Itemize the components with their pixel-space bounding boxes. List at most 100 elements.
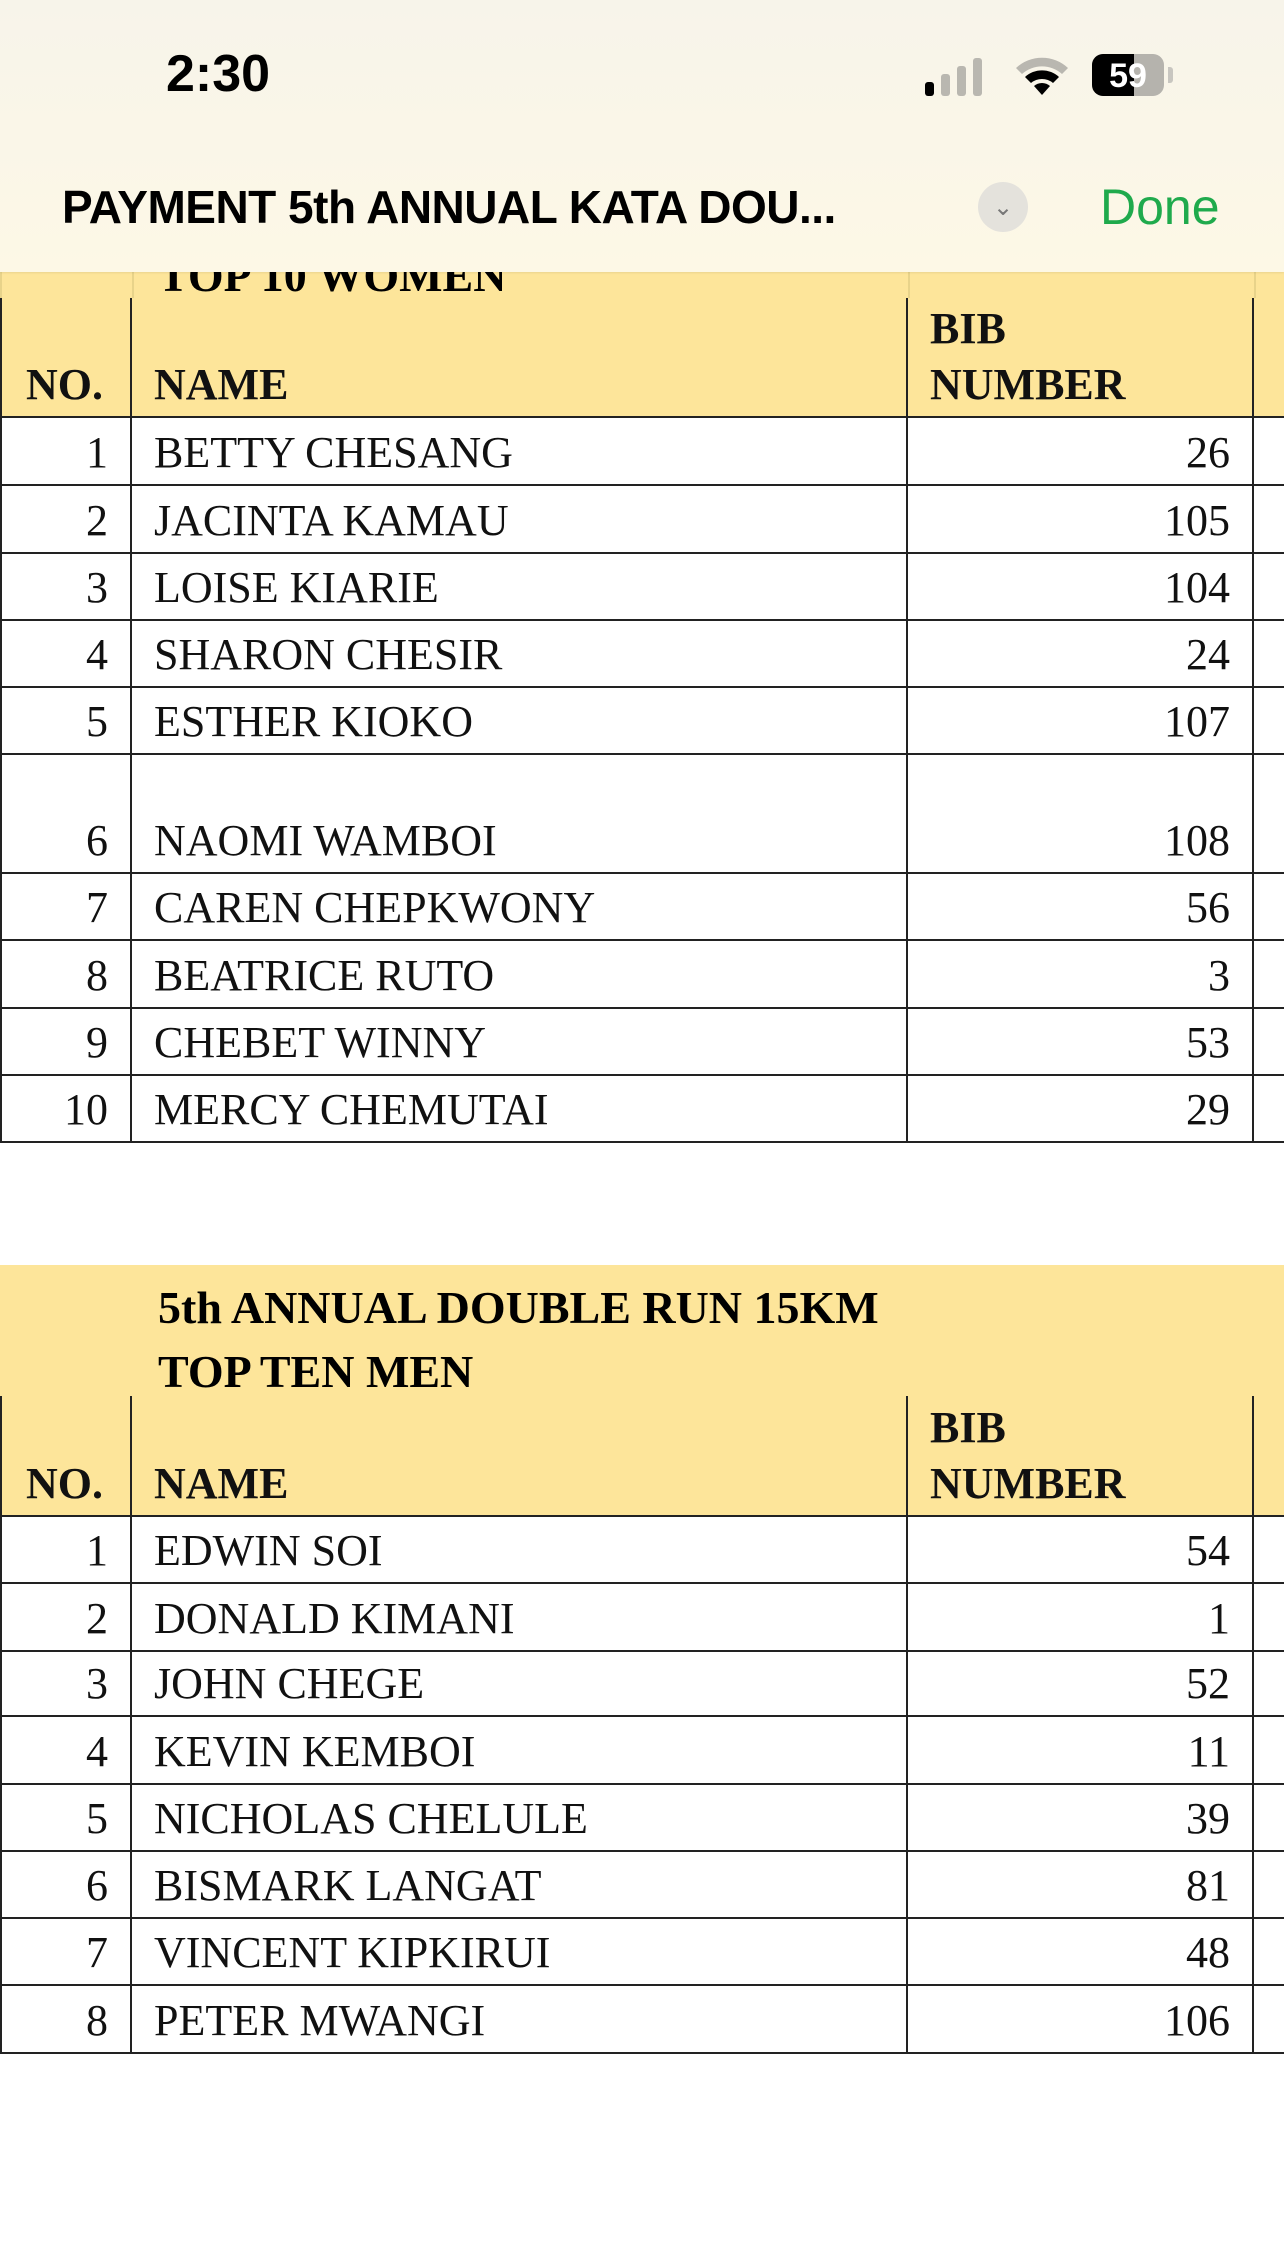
row-next-column[interactable]	[1254, 1517, 1284, 1584]
bib-number: 56	[1186, 883, 1230, 932]
row-name[interactable]: ESTHER KIOKO	[132, 688, 908, 755]
row-name[interactable]: LOISE KIARIE	[132, 554, 908, 621]
row-next-column[interactable]	[1254, 1852, 1284, 1919]
row-name[interactable]: KEVIN KEMBOI	[132, 1717, 908, 1785]
row-no[interactable]: 10	[0, 1076, 132, 1143]
row-bib[interactable]: 3	[908, 941, 1254, 1009]
row-next-column[interactable]	[1254, 621, 1284, 688]
row-no[interactable]: 5	[0, 1785, 132, 1852]
row-bib[interactable]: 107	[908, 688, 1254, 755]
row-no[interactable]: 1	[0, 418, 132, 486]
row-name[interactable]: JACINTA KAMAU	[132, 486, 908, 554]
row-name[interactable]: PETER MWANGI	[132, 1986, 908, 2054]
row-name[interactable]: NICHOLAS CHELULE	[132, 1785, 908, 1852]
header-no[interactable]: NO.	[0, 298, 132, 418]
row-no[interactable]: 2	[0, 486, 132, 554]
row-bib[interactable]: 48	[908, 1919, 1254, 1986]
row-next-column[interactable]	[1254, 1717, 1284, 1785]
row-number: 6	[86, 816, 108, 865]
row-no[interactable]: 3	[0, 1652, 132, 1717]
row-no[interactable]: 6	[0, 1852, 132, 1919]
runner-name: NICHOLAS CHELULE	[154, 1794, 588, 1843]
row-bib[interactable]: 52	[908, 1652, 1254, 1717]
row-next-column[interactable]	[1254, 1584, 1284, 1652]
row-next-column[interactable]	[1254, 1919, 1284, 1986]
header-name[interactable]: NAME	[132, 1396, 908, 1517]
status-time: 2:30	[166, 45, 271, 103]
row-no[interactable]: 8	[0, 1986, 132, 2054]
row-no[interactable]: 7	[0, 874, 132, 941]
header-bib[interactable]: BIB NUMBER	[908, 1396, 1254, 1517]
row-name[interactable]: SHARON CHESIR	[132, 621, 908, 688]
row-name[interactable]: BISMARK LANGAT	[132, 1852, 908, 1919]
done-button[interactable]: Done	[1100, 179, 1220, 235]
row-number: 4	[86, 1727, 108, 1776]
row-bib[interactable]: 104	[908, 554, 1254, 621]
row-no[interactable]: 6	[0, 755, 132, 874]
row-no[interactable]: 5	[0, 688, 132, 755]
row-name[interactable]: NAOMI WAMBOI	[132, 755, 908, 874]
runner-name: PETER MWANGI	[154, 1996, 486, 2045]
row-bib[interactable]: 26	[908, 418, 1254, 486]
row-next-column[interactable]	[1254, 941, 1284, 1009]
header-no[interactable]: NO.	[0, 1396, 132, 1517]
bib-number: 26	[1186, 428, 1230, 477]
row-name[interactable]: EDWIN SOI	[132, 1517, 908, 1584]
header-name-label: NAME	[154, 360, 289, 409]
row-bib[interactable]: 106	[908, 1986, 1254, 2054]
runner-name: MERCY CHEMUTAI	[154, 1085, 549, 1134]
row-next-column[interactable]	[1254, 554, 1284, 621]
row-bib[interactable]: 54	[908, 1517, 1254, 1584]
bib-number: 1	[1208, 1594, 1230, 1643]
row-name[interactable]: BETTY CHESANG	[132, 418, 908, 486]
row-next-column[interactable]	[1254, 688, 1284, 755]
row-bib[interactable]: 108	[908, 755, 1254, 874]
row-number: 6	[86, 1861, 108, 1910]
row-no[interactable]: 1	[0, 1517, 132, 1584]
row-bib[interactable]: 105	[908, 486, 1254, 554]
men-table-title: TOP TEN MEN	[158, 1346, 474, 1397]
bib-number: 11	[1187, 1727, 1230, 1776]
battery-percent: 59	[1109, 57, 1147, 95]
row-no[interactable]: 7	[0, 1919, 132, 1986]
row-next-column[interactable]	[1254, 1076, 1284, 1143]
row-bib[interactable]: 29	[908, 1076, 1254, 1143]
row-bib[interactable]: 11	[908, 1717, 1254, 1785]
row-no[interactable]: 8	[0, 941, 132, 1009]
row-next-column[interactable]	[1254, 1986, 1284, 2054]
row-name[interactable]: JOHN CHEGE	[132, 1652, 908, 1717]
row-name[interactable]: DONALD KIMANI	[132, 1584, 908, 1652]
row-name[interactable]: CAREN CHEPKWONY	[132, 874, 908, 941]
row-next-column[interactable]	[1254, 755, 1284, 874]
row-bib[interactable]: 39	[908, 1785, 1254, 1852]
chevron-down-icon[interactable]: ⌄	[978, 182, 1028, 232]
row-name[interactable]: CHEBET WINNY	[132, 1009, 908, 1076]
row-no[interactable]: 3	[0, 554, 132, 621]
row-no[interactable]: 4	[0, 1717, 132, 1785]
row-bib[interactable]: 1	[908, 1584, 1254, 1652]
bib-number: 52	[1186, 1659, 1230, 1708]
row-name[interactable]: VINCENT KIPKIRUI	[132, 1919, 908, 1986]
runner-name: ESTHER KIOKO	[154, 697, 473, 746]
row-next-column[interactable]	[1254, 1009, 1284, 1076]
header-name[interactable]: NAME	[132, 298, 908, 418]
header-bib[interactable]: BIB NUMBER	[908, 298, 1254, 418]
row-bib[interactable]: 53	[908, 1009, 1254, 1076]
row-next-column[interactable]	[1254, 1652, 1284, 1717]
row-next-column[interactable]	[1254, 874, 1284, 941]
row-no[interactable]: 4	[0, 621, 132, 688]
row-name[interactable]: MERCY CHEMUTAI	[132, 1076, 908, 1143]
row-bib[interactable]: 24	[908, 621, 1254, 688]
row-name[interactable]: BEATRICE RUTO	[132, 941, 908, 1009]
row-next-column[interactable]	[1254, 486, 1284, 554]
row-no[interactable]: 2	[0, 1584, 132, 1652]
row-number: 4	[86, 630, 108, 679]
header-next-column[interactable]	[1254, 298, 1284, 418]
header-next-column[interactable]	[1254, 1396, 1284, 1517]
row-bib[interactable]: 81	[908, 1852, 1254, 1919]
row-next-column[interactable]	[1254, 1785, 1284, 1852]
bib-number: 3	[1208, 951, 1230, 1000]
row-next-column[interactable]	[1254, 418, 1284, 486]
row-no[interactable]: 9	[0, 1009, 132, 1076]
row-bib[interactable]: 56	[908, 874, 1254, 941]
